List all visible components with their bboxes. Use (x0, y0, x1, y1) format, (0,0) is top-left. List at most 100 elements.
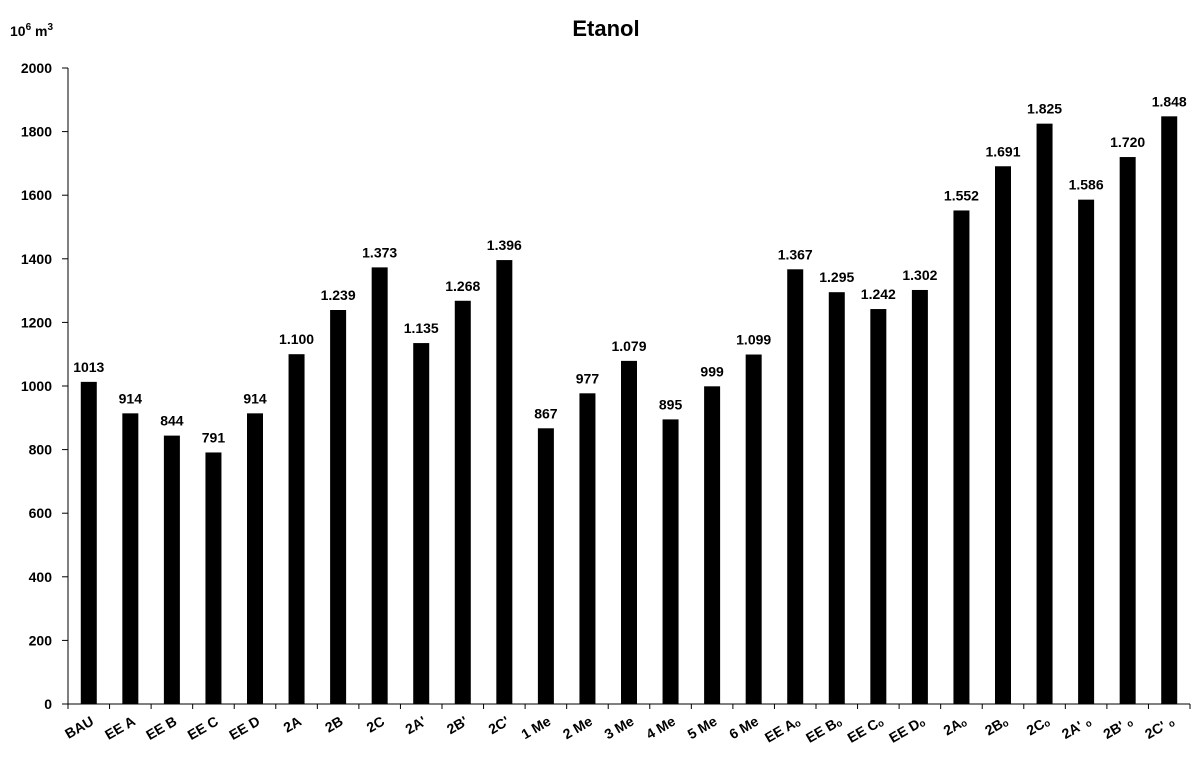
x-tick-label: EE Dₒ (886, 713, 927, 746)
bar (454, 300, 471, 704)
bar (371, 267, 388, 704)
bar (496, 260, 513, 704)
bar-value-label: 1013 (73, 359, 104, 375)
x-tick-label: 1 Me (518, 713, 553, 743)
bar-value-label: 867 (534, 405, 558, 421)
bar-value-label: 1.302 (902, 267, 937, 283)
x-tick-label: 3 Me (602, 713, 637, 743)
bar-value-label: 791 (202, 429, 226, 445)
y-tick-label: 1600 (21, 187, 52, 203)
x-tick-label: EE A (102, 713, 138, 743)
bar (662, 419, 679, 704)
chart-title: Etanol (572, 16, 639, 41)
x-tick-labels: BAU EE A EE B EE C EE D 2A 2B 2C 2A' 2B' 2C' 1 Me 2 … (62, 713, 1177, 746)
x-tick-label: 2A' (402, 713, 428, 737)
bar (163, 435, 180, 704)
x-tick-label: 2B (322, 713, 346, 736)
bar-value-label: 1.367 (778, 246, 813, 262)
x-tick-label: 4 Me (643, 713, 678, 743)
bar (330, 309, 347, 704)
bar-value-label: 1.079 (611, 338, 646, 354)
bar-value-label: 1.720 (1110, 134, 1145, 150)
bar (1119, 157, 1136, 705)
bar (621, 360, 637, 704)
x-tick-label: 2Cₒ (1024, 713, 1053, 739)
bar-value-label: 1.373 (362, 244, 397, 260)
y-tick-label: 800 (29, 442, 53, 458)
y-unit-m-exp: 3 (47, 22, 53, 33)
bar-value-label: 1.135 (404, 320, 439, 336)
y-unit-exp: 6 (26, 22, 32, 33)
y-tick-label: 600 (29, 505, 53, 521)
bar-value-label: 1.239 (321, 287, 356, 303)
x-tick-label: EE C (185, 713, 221, 743)
x-tick-label: EE B (143, 713, 179, 743)
bar-value-label: 1.242 (861, 286, 896, 302)
x-tick-label: 2A' ₒ (1059, 713, 1094, 742)
y-tick-label: 1200 (21, 314, 52, 330)
bar-value-label: 895 (659, 396, 683, 412)
bar-value-label: 1.396 (487, 237, 522, 253)
bar-value-label: 1.099 (736, 332, 771, 348)
y-unit-base: 10 (10, 23, 26, 39)
y-tick-label: 1000 (21, 378, 52, 394)
x-tick-label: 2Aₒ (940, 713, 969, 739)
bar (413, 343, 430, 704)
x-tick-label: 2B' ₒ (1100, 713, 1135, 742)
y-tick-label: 400 (29, 569, 53, 585)
bar-value-label: 977 (576, 370, 600, 386)
x-tick-label: 2C (364, 713, 388, 736)
x-tick-label: 2 Me (560, 713, 595, 743)
bar (1036, 123, 1053, 704)
bar (911, 289, 928, 704)
x-tick-label: 2C' (485, 713, 511, 737)
bar (205, 452, 222, 704)
bar-value-label: 1.552 (944, 187, 979, 203)
bar-value-label: 1.100 (279, 331, 314, 347)
x-tick-label: 6 Me (726, 713, 761, 743)
bar (787, 269, 804, 704)
x-tick-label: 2Bₒ (982, 713, 1011, 739)
bar (870, 309, 887, 704)
bar-value-label: 1.268 (445, 278, 480, 294)
y-tick-label: 1400 (21, 251, 52, 267)
bar-value-label: 1.586 (1069, 177, 1104, 193)
x-tick-label: EE Bₒ (803, 713, 844, 746)
data-labels: 1013 914 844 791 914 1.100 1.239 1.373 1.135 1.26… (73, 93, 1187, 445)
bar (247, 413, 263, 704)
bar (953, 210, 970, 705)
bar-value-label: 914 (119, 390, 143, 406)
x-tick-label: BAU (62, 713, 96, 742)
bar-value-label: 844 (160, 413, 184, 429)
bar (579, 393, 596, 704)
y-unit-m: m (31, 23, 47, 39)
y-unit-label: 106 m3 (10, 22, 53, 39)
y-tick-label: 2000 (21, 60, 52, 76)
bar-value-label: 1.691 (985, 143, 1020, 159)
y-tick-label: 0 (44, 696, 52, 712)
bar (537, 428, 554, 704)
y-tick-label: 1800 (21, 124, 52, 140)
x-tick-label: 5 Me (685, 713, 720, 743)
bar-value-label: 999 (700, 363, 724, 379)
bar (995, 166, 1011, 705)
bar (80, 381, 97, 704)
bar-value-label: 1.825 (1027, 101, 1062, 117)
bar (704, 386, 721, 704)
bar-value-label: 1.295 (819, 269, 854, 285)
bar (1078, 199, 1095, 705)
x-tick-label: EE Cₒ (845, 713, 886, 746)
bar-value-label: 1.848 (1152, 93, 1187, 109)
bar (122, 413, 139, 704)
bar-value-label: 914 (243, 390, 267, 406)
y-tick-label: 200 (29, 632, 53, 648)
x-tick-label: 2C' ₒ (1142, 713, 1177, 742)
x-tick-label: 2B' (444, 713, 470, 737)
x-tick-label: 2A (281, 713, 305, 736)
bar (745, 354, 762, 704)
bars (80, 116, 1178, 705)
bar (1161, 116, 1178, 704)
bar (828, 292, 845, 704)
